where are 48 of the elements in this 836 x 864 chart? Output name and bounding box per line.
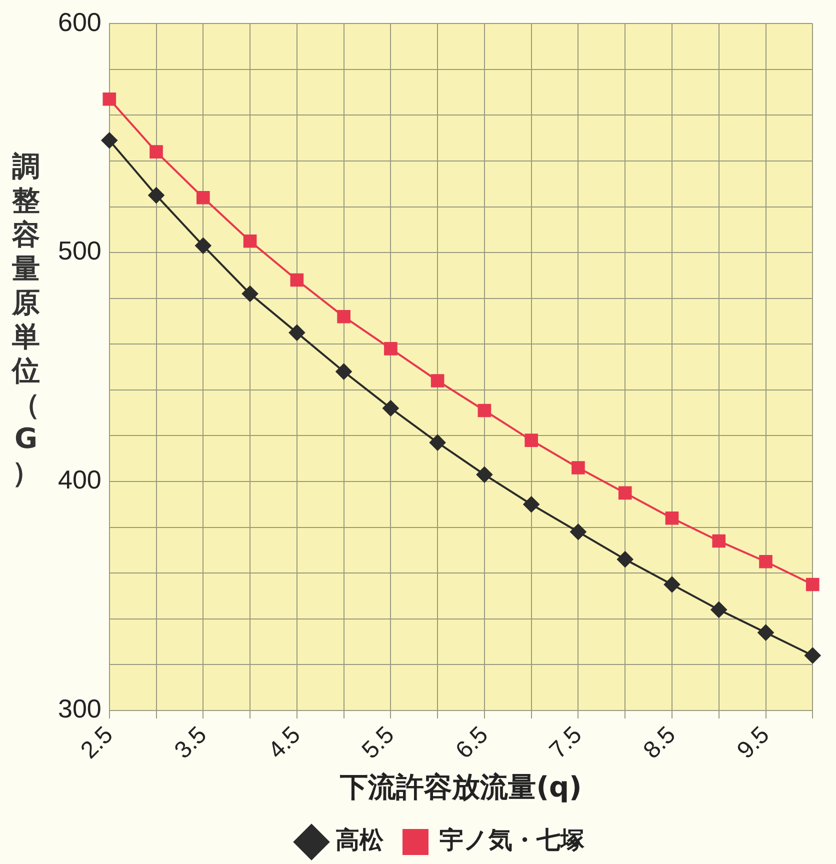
legend-label: 宇ノ気・七塚: [440, 826, 586, 854]
point: [570, 524, 586, 540]
point: [430, 434, 446, 451]
point: [336, 364, 352, 380]
point: [337, 310, 350, 324]
point: [523, 496, 540, 512]
point: [712, 534, 726, 548]
point: [804, 647, 821, 664]
point: [196, 190, 210, 204]
x-tick-label: 4.5: [263, 721, 306, 764]
x-tick-label: 9.5: [732, 721, 775, 764]
point: [572, 461, 585, 474]
point: [384, 342, 398, 356]
point: [430, 374, 444, 388]
point: [617, 551, 634, 568]
x-tick-label: 8.5: [638, 721, 681, 764]
point: [710, 602, 727, 618]
y-tick-label: 300: [58, 694, 102, 724]
point: [758, 624, 774, 641]
x-tick-label: 3.5: [169, 721, 212, 764]
x-tick-label: 5.5: [356, 721, 400, 764]
point: [382, 400, 399, 416]
point: [759, 554, 772, 568]
point: [102, 92, 116, 106]
point: [806, 578, 820, 592]
point: [476, 466, 492, 483]
x-tick-label: 7.5: [544, 721, 588, 764]
point: [243, 234, 257, 248]
x-tick-label: 6.5: [450, 721, 494, 764]
text: 調整容量原単位（G）: [12, 150, 40, 489]
point: [150, 145, 163, 158]
y-tick-label: 400: [58, 464, 102, 495]
point: [148, 187, 164, 204]
legend-label: 高松: [336, 826, 384, 854]
y-tick-label: 600: [58, 6, 102, 37]
point: [101, 132, 118, 148]
x-tick-label: 2.5: [76, 721, 118, 764]
point: [242, 286, 258, 302]
point: [524, 434, 538, 447]
x-axis-title: 下流許容放流量(q): [339, 770, 582, 804]
point: [195, 238, 212, 254]
point: [665, 511, 679, 525]
point: [618, 486, 632, 500]
y-tick-label: 500: [58, 236, 102, 266]
point: [288, 324, 305, 341]
point: [664, 576, 680, 593]
point: [478, 404, 492, 418]
point: [290, 273, 304, 287]
